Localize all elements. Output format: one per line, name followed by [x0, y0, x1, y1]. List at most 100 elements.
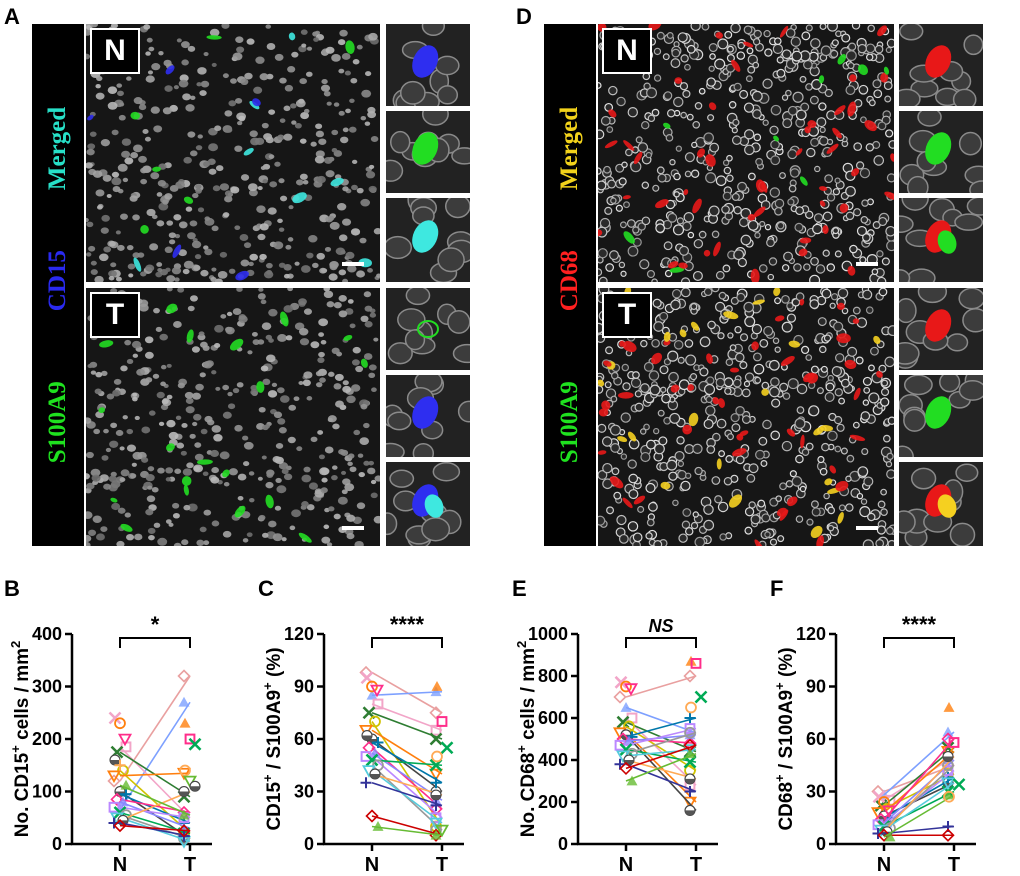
panel-label-f: F	[770, 576, 784, 601]
y-tick-label: 0	[304, 834, 314, 854]
point-n	[372, 737, 384, 748]
point-t	[942, 789, 954, 800]
paired-series	[358, 665, 454, 842]
y-tick-label: 120	[796, 624, 826, 644]
x-tick-label: T	[184, 854, 196, 876]
point-n	[372, 698, 384, 710]
significance-label: ****	[390, 612, 425, 637]
pair-line	[371, 773, 443, 796]
pair-line	[371, 759, 443, 767]
point-t	[941, 828, 955, 842]
pair-line	[119, 806, 191, 819]
significance-bracket	[625, 637, 697, 648]
point-t	[431, 681, 443, 691]
point-t	[429, 732, 443, 746]
point-n	[369, 684, 385, 698]
point-t	[684, 786, 696, 797]
pair-line	[625, 717, 697, 738]
chart-f: 0 30 60 90 120 N T CD68+ / S100A9+ (%) ****	[772, 612, 976, 876]
y-tick-label: 400	[32, 624, 62, 644]
inset-a-t-1	[386, 288, 470, 370]
point-n	[881, 805, 897, 819]
row-tag-a-t: T	[90, 292, 140, 338]
pair-line	[119, 701, 191, 811]
y-axis-label: No. CD68+ cells / mm2	[514, 641, 539, 837]
stain-word-a-1: S100A9	[44, 381, 71, 464]
point-n	[872, 828, 884, 839]
y-tick-label: 30	[806, 782, 826, 802]
paired-series	[612, 655, 708, 816]
point-n	[877, 828, 891, 842]
panel-label-c: C	[258, 576, 274, 601]
point-t	[430, 777, 442, 789]
y-tick-label: 400	[538, 750, 568, 770]
stain-legend-bar-a: S100A9 CD15 Merged	[32, 24, 84, 546]
y-axis-label: No. CD15+ cells / mm2	[8, 641, 33, 837]
point-n	[366, 689, 378, 700]
micrograph-d-n: N	[598, 24, 894, 282]
inset-d-t-2	[899, 375, 983, 457]
point-n	[106, 770, 122, 784]
point-t	[948, 737, 960, 748]
point-n	[872, 790, 886, 804]
scale-bar	[856, 262, 878, 266]
point-n	[616, 732, 630, 746]
pair-line	[371, 703, 443, 731]
pair-line	[371, 690, 443, 697]
x-tick-label: N	[877, 854, 891, 876]
y-tick-label: 60	[294, 729, 314, 749]
pair-line	[883, 794, 955, 838]
stain-word-a-2: CD15	[44, 250, 71, 312]
inset-d-t-1	[899, 288, 983, 370]
scale-bar	[342, 526, 364, 530]
point-t	[178, 696, 190, 707]
y-tick-label: 200	[538, 792, 568, 812]
point-t	[952, 778, 966, 791]
pair-line	[371, 729, 443, 775]
point-n	[113, 818, 127, 833]
pair-line	[119, 814, 191, 840]
point-t	[683, 755, 697, 769]
pair-line	[119, 675, 191, 782]
point-t	[179, 717, 191, 728]
stain-legend-text-d: S100A9 CD68 Merged	[556, 107, 584, 463]
inset-a-t-2	[386, 375, 470, 457]
point-n	[360, 777, 372, 789]
stain-word-d-3: Merged	[556, 106, 583, 191]
x-tick-label: N	[113, 854, 127, 876]
x-tick-label: T	[436, 854, 448, 876]
point-n	[616, 715, 630, 729]
point-t	[684, 726, 696, 739]
inset-d-n-2	[899, 111, 983, 193]
pair-line	[625, 759, 697, 780]
row-tag-d-n: N	[602, 28, 652, 74]
panel-label-d: D	[516, 4, 532, 29]
pair-line	[371, 738, 443, 793]
point-t	[431, 750, 443, 763]
point-t	[429, 802, 443, 816]
point-t	[684, 748, 696, 759]
stain-word-a-3: Merged	[44, 106, 71, 191]
pair-line	[625, 752, 697, 782]
inset-a-n-3	[386, 198, 470, 282]
pair-line	[883, 790, 955, 828]
inset-d-n-3	[899, 198, 983, 282]
pair-line	[625, 734, 697, 811]
pair-line	[883, 750, 955, 814]
point-t	[188, 737, 202, 751]
y-axis-label: CD15+ / S100A9+ (%)	[260, 647, 285, 830]
point-t	[179, 764, 191, 777]
y-tick-label: 300	[32, 677, 62, 697]
point-n	[108, 801, 120, 813]
pair-line	[119, 772, 191, 777]
point-n	[114, 717, 126, 730]
scale-bar	[342, 262, 364, 266]
y-tick-label: 90	[294, 677, 314, 697]
row-tag-a-n: N	[90, 28, 140, 74]
point-n	[362, 741, 376, 755]
pair-line	[119, 822, 191, 837]
point-n	[120, 779, 132, 790]
panel-label-b: B	[4, 576, 20, 601]
point-t	[184, 733, 196, 745]
inset-a-n-2	[386, 111, 470, 193]
